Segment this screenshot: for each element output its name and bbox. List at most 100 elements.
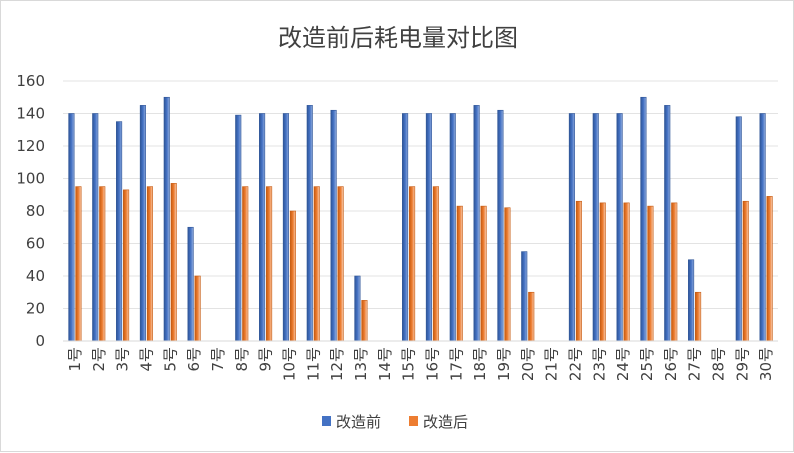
legend-swatch-before: [322, 416, 331, 426]
bar-after: [623, 202, 630, 342]
bar-after: [146, 186, 153, 342]
bar-after: [647, 205, 654, 342]
x-category-label: 25号: [638, 347, 656, 381]
bar-before: [425, 113, 432, 342]
x-category-label: 2号: [90, 347, 108, 372]
bar-before: [402, 113, 409, 342]
bar-before: [759, 113, 766, 342]
x-category-label: 16号: [423, 347, 441, 381]
bar-after: [575, 200, 582, 342]
bar-after: [289, 210, 296, 342]
bars: [68, 96, 773, 342]
x-category-label: 4号: [137, 347, 155, 372]
bar-before: [592, 113, 599, 342]
x-category-label: 22号: [566, 347, 584, 381]
legend-label-after: 改造后: [423, 413, 468, 431]
bar-after: [695, 291, 702, 342]
bar-before: [68, 113, 75, 342]
bar-before: [92, 113, 99, 342]
bar-before: [688, 259, 695, 342]
x-category-label: 26号: [662, 347, 680, 381]
bar-after: [528, 291, 535, 342]
bar-after: [170, 183, 177, 342]
bar-before: [521, 251, 528, 342]
y-tick-label: 20: [26, 300, 45, 318]
x-category-label: 5号: [161, 347, 179, 372]
x-category-label: 21号: [543, 347, 561, 381]
y-axis-ticks: 0 20 40 60 80 100 120 140 160: [16, 72, 45, 350]
x-category-label: 9号: [257, 347, 275, 372]
x-category-label: 13号: [352, 347, 370, 381]
bar-before: [163, 96, 170, 342]
legend-label-before: 改造前: [336, 413, 381, 431]
bar-before: [449, 113, 456, 342]
bar-after: [194, 275, 201, 342]
bar-after: [123, 189, 130, 342]
x-category-label: 3号: [114, 347, 132, 372]
x-category-label: 15号: [400, 347, 418, 381]
bar-before: [282, 113, 289, 342]
bar-before: [116, 121, 123, 342]
bar-after: [337, 186, 344, 342]
x-category-label: 1号: [66, 347, 84, 372]
bar-before: [640, 96, 647, 342]
bar-after: [671, 202, 678, 342]
chart-title: 改造前后耗电量对比图: [278, 24, 518, 52]
bar-after: [456, 205, 463, 342]
bar-after: [361, 300, 368, 342]
legend: 改造前 改造后: [322, 413, 468, 431]
bar-after: [480, 205, 487, 342]
y-tick-label: 80: [26, 202, 45, 220]
y-tick-label: 140: [16, 105, 45, 123]
x-category-label: 27号: [686, 347, 704, 381]
x-axis-categories: 1号 2号 3号 4号 5号 6号 7号 8号 9号 10号 11号 12号 13号 14号 15号 16号 1…: [66, 347, 775, 381]
x-category-label: 23号: [590, 347, 608, 381]
bar-before: [616, 113, 623, 342]
x-category-label: 7号: [209, 347, 227, 372]
bar-before: [187, 226, 194, 342]
bar-after: [409, 186, 416, 342]
x-category-label: 18号: [471, 347, 489, 381]
bar-before: [139, 105, 146, 342]
x-category-label: 6号: [185, 347, 203, 372]
bar-after: [99, 186, 106, 342]
x-category-label: 17号: [447, 347, 465, 381]
bar-after: [599, 202, 606, 342]
x-category-label: 29号: [733, 347, 751, 381]
bar-before: [306, 105, 313, 342]
x-category-label: 11号: [304, 347, 322, 381]
y-tick-label: 60: [26, 235, 45, 253]
bar-after: [742, 200, 749, 342]
legend-swatch-after: [409, 416, 418, 426]
gridlines: [63, 80, 778, 309]
x-category-label: 14号: [376, 347, 394, 381]
bar-after: [75, 186, 82, 342]
bar-after: [242, 186, 249, 342]
y-tick-label: 120: [16, 137, 45, 155]
x-category-label: 8号: [233, 347, 251, 372]
x-category-label: 24号: [614, 347, 632, 381]
x-category-label: 20号: [519, 347, 537, 381]
bar-after: [266, 186, 273, 342]
y-tick-label: 160: [16, 72, 45, 90]
y-tick-label: 40: [26, 267, 45, 285]
bar-after: [313, 186, 320, 342]
bar-before: [735, 116, 742, 342]
x-category-label: 28号: [709, 347, 727, 381]
bar-before: [568, 113, 575, 342]
bar-after: [432, 186, 439, 342]
x-category-label: 12号: [328, 347, 346, 381]
bar-before: [330, 109, 337, 342]
x-category-label: 19号: [495, 347, 513, 381]
bar-before: [235, 114, 242, 342]
bar-after: [766, 196, 773, 342]
x-category-label: 10号: [280, 347, 298, 381]
y-tick-label: 100: [16, 170, 45, 188]
x-category-label: 30号: [757, 347, 775, 381]
y-tick-label: 0: [35, 332, 45, 350]
bar-after: [504, 207, 511, 342]
bar-before: [497, 109, 504, 342]
bar-before: [354, 275, 361, 342]
